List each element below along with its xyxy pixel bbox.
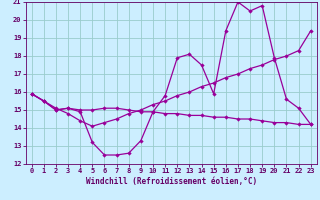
X-axis label: Windchill (Refroidissement éolien,°C): Windchill (Refroidissement éolien,°C)	[86, 177, 257, 186]
